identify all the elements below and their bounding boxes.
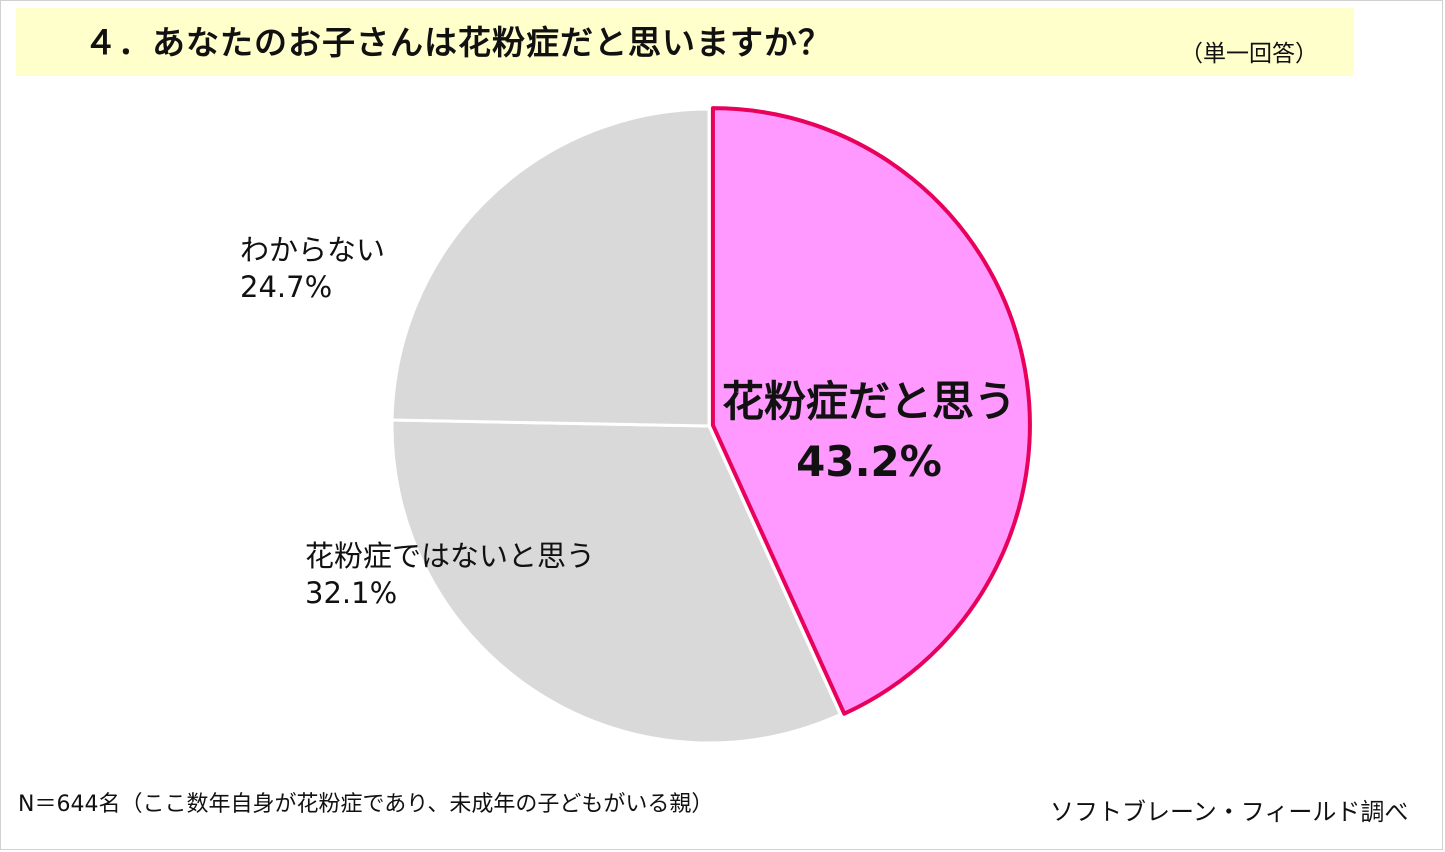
slice-not-kafunsho (390, 418, 843, 745)
chart-title: ４．あなたのお子さんは花粉症だと思いますか？ (84, 23, 832, 62)
slice-label-not-kafunsho: 花粉症ではないと思う 32.1% (305, 538, 595, 612)
source-note: ソフトブレーン・フィールド調べ (1050, 798, 1409, 826)
slice-label-unknown-value: 24.7% (240, 270, 333, 304)
slice-label-kafunsho-name: 花粉症だと思う (722, 377, 1017, 426)
sample-note: N＝644名（ここ数年自身が花粉症であり、未成年の子どもがいる親） (18, 792, 714, 817)
slice-kafunsho (710, 106, 1032, 716)
slice-label-unknown-name: わからない (240, 233, 386, 267)
slice-label-kafunsho: 花粉症だと思う 43.2% (722, 372, 1016, 492)
slice-label-not-kafunsho-value: 32.1% (305, 576, 398, 610)
slice-unknown (390, 107, 711, 428)
title-band (16, 8, 1354, 76)
answer-type-note: （単一回答） (1180, 41, 1318, 67)
slice-label-not-kafunsho-name: 花粉症ではないと思う (305, 539, 596, 573)
slice-label-unknown: わからない 24.7% (240, 232, 385, 306)
slice-label-kafunsho-value: 43.2% (796, 437, 942, 486)
